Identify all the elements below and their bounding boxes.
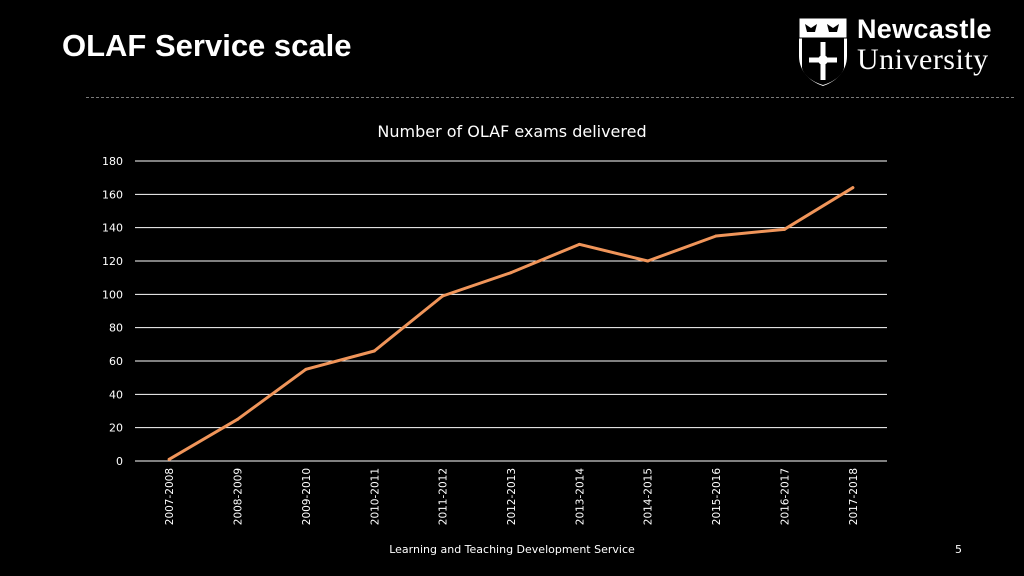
y-tick-label: 120 — [102, 255, 123, 268]
data-point — [577, 242, 581, 246]
x-tick-label: 2016-2017 — [779, 468, 791, 525]
data-point — [372, 349, 376, 353]
x-tick-label: 2011-2012 — [438, 468, 450, 525]
y-axis-ticks: 0 20 40 60 80 100 120 140 160 180 — [102, 155, 123, 468]
slide-title: OLAF Service scale — [62, 28, 352, 63]
y-tick-label: 40 — [109, 388, 123, 401]
data-point — [646, 259, 650, 263]
grid-lines — [135, 160, 887, 462]
x-tick-label: 2014-2015 — [643, 468, 655, 525]
data-point — [167, 457, 171, 461]
series-layer — [167, 186, 855, 461]
footer-text: Learning and Teaching Development Servic… — [389, 543, 635, 556]
chart-title: Number of OLAF exams delivered — [377, 122, 647, 141]
y-tick-label: 100 — [102, 288, 123, 301]
university-logo: Newcastle University — [797, 14, 1013, 90]
y-tick-label: 180 — [102, 155, 123, 168]
y-tick-label: 80 — [109, 322, 123, 335]
data-point — [236, 417, 240, 421]
data-point — [851, 186, 855, 190]
x-tick-label: 2009-2010 — [301, 468, 313, 525]
y-tick-label: 20 — [109, 422, 123, 435]
logo-text-line2: University — [857, 43, 989, 76]
data-point — [782, 227, 786, 231]
series-line — [167, 186, 855, 461]
crest-icon — [798, 17, 848, 86]
y-tick-label: 60 — [109, 355, 123, 368]
x-tick-label: 2010-2011 — [369, 468, 381, 525]
data-point — [441, 294, 445, 298]
logo-text-line1: Newcastle — [857, 14, 992, 44]
data-point — [714, 234, 718, 238]
data-point — [509, 271, 513, 275]
x-tick-label: 2012-2013 — [506, 468, 518, 525]
x-tick-label: 2015-2016 — [711, 468, 723, 526]
y-tick-label: 160 — [102, 188, 123, 201]
x-tick-label: 2017-2018 — [848, 468, 860, 525]
y-tick-label: 140 — [102, 222, 123, 235]
x-tick-label: 2013-2014 — [574, 468, 586, 526]
x-tick-label: 2008-2009 — [233, 468, 245, 525]
y-tick-label: 0 — [116, 455, 123, 468]
x-tick-label: 2007-2008 — [164, 468, 176, 525]
data-point — [304, 367, 308, 371]
title-divider — [86, 97, 1014, 98]
x-axis-ticks: 2007-2008 2008-2009 2009-2010 2010-2011 2011… — [164, 468, 860, 526]
page-number: 5 — [955, 543, 962, 556]
